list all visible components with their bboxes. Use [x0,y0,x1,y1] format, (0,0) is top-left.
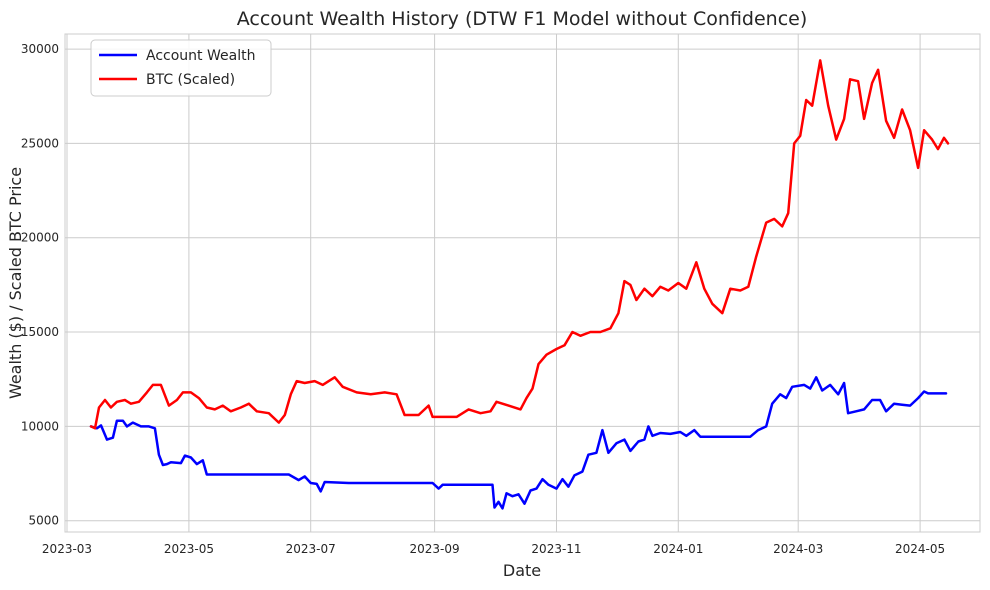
series-line-account-wealth [89,376,948,510]
legend-label-btc-scaled: BTC (Scaled) [146,72,235,88]
y-tick-label: 30000 [21,42,59,56]
plot-area [65,34,980,532]
x-tick-label: 2023-03 [42,542,92,556]
legend-label-account-wealth: Account Wealth [146,48,255,64]
series-layer [89,59,950,510]
chart-title: Account Wealth History (DTW F1 Model wit… [237,8,808,30]
x-tick-label: 2023-07 [286,542,336,556]
y-tick-label: 25000 [21,136,59,150]
y-tick-labels: 5000 10000 15000 20000 25000 30000 [21,42,59,528]
plot-frame [64,33,981,533]
y-axis-label: Wealth ($) / Scaled BTC Price [6,167,25,399]
x-tick-label: 2023-11 [531,542,581,556]
y-tick-label: 5000 [28,514,59,528]
x-tick-label: 2024-01 [653,542,703,556]
x-axis-label: Date [503,561,541,580]
x-tick-label: 2023-09 [410,542,460,556]
y-tick-label: 15000 [21,325,59,339]
legend: Account Wealth BTC (Scaled) [90,39,272,97]
x-tick-label: 2024-03 [773,542,823,556]
x-tick-label: 2023-05 [164,542,214,556]
x-tick-label: 2024-05 [895,542,945,556]
y-tick-label: 10000 [21,419,59,433]
x-tick-labels: 2023-03 2023-05 2023-07 2023-09 2023-11 2024-… [42,542,945,556]
y-tick-label: 20000 [21,231,59,245]
series-line-btc-scaled [89,59,950,430]
